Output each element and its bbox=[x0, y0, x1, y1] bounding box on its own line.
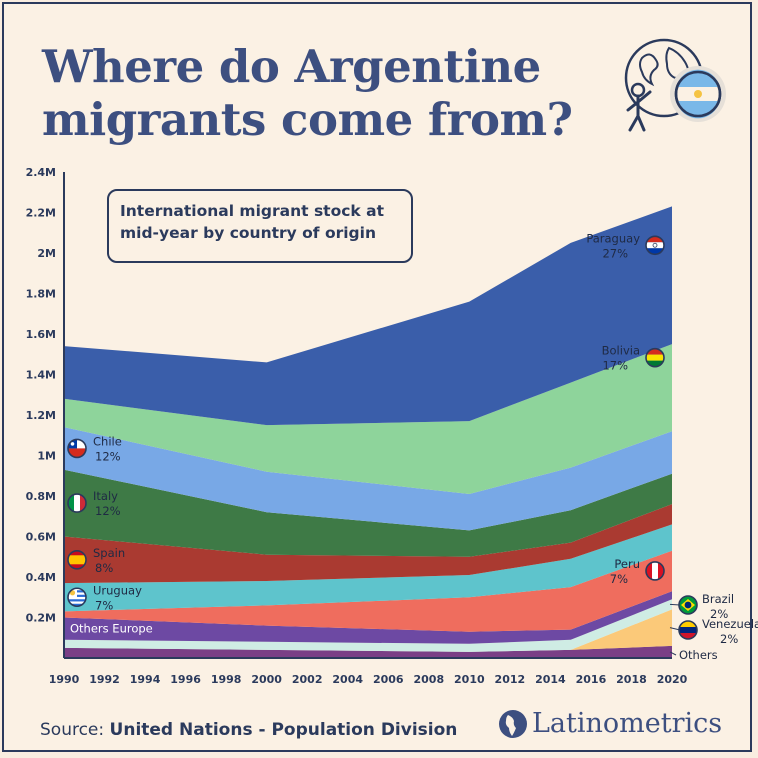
y-tick-label: 0.6M bbox=[26, 531, 56, 544]
series-pct-venezuela: 2% bbox=[720, 632, 738, 646]
brand-logo: Latinometrics bbox=[498, 708, 722, 739]
series-label-paraguay: Paraguay bbox=[586, 231, 640, 245]
x-axis: 1990 1992 1994 1996 1998 2000 2002 2004 2006 2008… bbox=[49, 657, 688, 686]
area-spain bbox=[64, 504, 672, 584]
series-label-bolivia: Bolivia bbox=[602, 344, 640, 358]
x-tick-label: 1996 bbox=[170, 673, 201, 686]
venezuela-flag-icon bbox=[679, 621, 697, 639]
source-note: Source: United Nations - Population Divi… bbox=[40, 720, 457, 740]
area-others-europe bbox=[64, 591, 672, 644]
x-tick-label: 1994 bbox=[130, 673, 161, 686]
y-tick-label: 2.2M bbox=[26, 207, 56, 220]
x-tick-label: 2004 bbox=[332, 673, 363, 686]
y-tick-label: 0.4M bbox=[26, 571, 56, 584]
uruguay-flag-icon bbox=[68, 588, 86, 607]
y-axis: 0.2M 0.4M 0.6M 0.8M 1M 1.2M 1.4M 1.6M 1.8M 2M 2.2M… bbox=[26, 166, 65, 658]
series-pct-italy: 12% bbox=[95, 504, 121, 518]
y-tick-label: 1.6M bbox=[26, 328, 56, 341]
series-label-chile: Chile bbox=[93, 434, 122, 448]
x-tick-label: 1992 bbox=[89, 673, 120, 686]
y-tick-label: 1M bbox=[37, 450, 56, 463]
area-brazil bbox=[64, 599, 672, 652]
y-tick-label: 2M bbox=[37, 247, 56, 260]
x-tick-label: 2006 bbox=[373, 673, 404, 686]
spain-flag-icon bbox=[68, 550, 86, 569]
series-pct-chile: 12% bbox=[95, 449, 121, 463]
source-name: United Nations - Population Division bbox=[109, 720, 458, 740]
area-venezuela bbox=[64, 609, 672, 652]
brazil-flag-icon bbox=[679, 596, 697, 614]
x-tick-label: 2016 bbox=[576, 673, 607, 686]
bolivia-flag-icon bbox=[646, 348, 664, 367]
area-bolivia bbox=[64, 344, 672, 494]
y-tick-label: 0.8M bbox=[26, 490, 56, 503]
y-tick-label: 2.4M bbox=[26, 166, 56, 179]
series-pct-peru: 7% bbox=[610, 572, 628, 586]
series-pct-bolivia: 17% bbox=[602, 359, 628, 373]
others-leader-line bbox=[669, 651, 677, 656]
area-chile bbox=[64, 427, 672, 531]
series-label-peru: Peru bbox=[614, 557, 640, 571]
y-tick-label: 1.2M bbox=[26, 409, 56, 422]
latinometrics-globe-icon bbox=[499, 709, 527, 738]
x-tick-label: 2008 bbox=[413, 673, 444, 686]
globe-migrant-icon bbox=[624, 38, 726, 132]
y-tick-label: 0.2M bbox=[26, 612, 56, 625]
chart-title-box: International migrant stock at mid-year b… bbox=[107, 189, 413, 263]
italy-flag-icon bbox=[68, 494, 86, 513]
series-pct-paraguay: 27% bbox=[602, 246, 628, 260]
series-label-brazil: Brazil bbox=[702, 592, 734, 606]
brand-name: Latinometrics bbox=[532, 708, 723, 739]
series-pct-brazil: 2% bbox=[710, 607, 728, 621]
x-tick-label: 2012 bbox=[495, 673, 526, 686]
area-uruguay bbox=[64, 524, 672, 612]
y-tick-label: 1.8M bbox=[26, 288, 56, 301]
series-label-uruguay: Uruguay bbox=[93, 583, 142, 597]
page-title: Where do Argentine migrants come from? bbox=[42, 40, 573, 146]
x-tick-label: 2018 bbox=[616, 673, 647, 686]
peru-flag-icon bbox=[646, 561, 664, 580]
chile-flag-icon bbox=[68, 439, 86, 458]
source-prefix: Source: bbox=[40, 720, 110, 740]
x-tick-label: 2000 bbox=[251, 673, 282, 686]
series-label-spain: Spain bbox=[93, 546, 125, 560]
series-label-others-europe: Others Europe bbox=[70, 622, 153, 636]
x-tick-label: 1990 bbox=[49, 673, 80, 686]
x-tick-label: 2014 bbox=[535, 673, 566, 686]
series-label-italy: Italy bbox=[93, 489, 118, 503]
chart-areas bbox=[64, 206, 672, 658]
area-peru bbox=[64, 550, 672, 632]
x-tick-label: 2010 bbox=[454, 673, 485, 686]
x-tick-label: 1998 bbox=[211, 673, 242, 686]
series-label-others: Others bbox=[679, 648, 718, 662]
x-tick-label: 2020 bbox=[657, 673, 688, 686]
paraguay-flag-icon bbox=[646, 236, 664, 255]
series-label-venezuela: Venezuela bbox=[702, 617, 758, 631]
chart-subtitle: International migrant stock at mid-year b… bbox=[120, 202, 385, 242]
area-others bbox=[64, 645, 672, 658]
series-pct-uruguay: 7% bbox=[95, 598, 113, 612]
area-italy bbox=[64, 469, 672, 557]
area-paraguay bbox=[64, 206, 672, 426]
x-tick-label: 2002 bbox=[292, 673, 323, 686]
y-tick-label: 1.4M bbox=[26, 369, 56, 382]
series-pct-spain: 8% bbox=[95, 561, 113, 575]
